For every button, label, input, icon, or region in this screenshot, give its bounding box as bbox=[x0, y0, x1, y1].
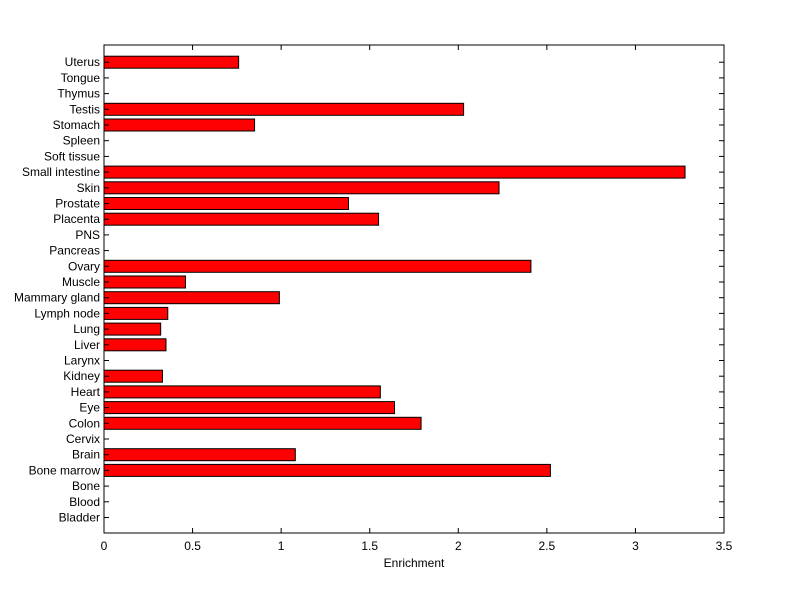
y-tick-label: Thymus bbox=[57, 87, 100, 101]
y-tick-label: Tongue bbox=[61, 71, 101, 85]
y-tick-label: Spleen bbox=[63, 134, 100, 148]
bar bbox=[103, 448, 296, 462]
y-tick-label: Blood bbox=[69, 495, 100, 509]
bar bbox=[103, 338, 167, 352]
bar bbox=[103, 181, 500, 195]
bar bbox=[103, 463, 551, 477]
x-tick-label: 0 bbox=[101, 539, 108, 553]
y-tick-label: Eye bbox=[79, 401, 100, 415]
y-tick-label: Kidney bbox=[63, 369, 100, 383]
plot-frame bbox=[103, 44, 725, 534]
y-tick-label: Cervix bbox=[66, 432, 100, 446]
bar bbox=[103, 275, 186, 289]
x-tick-label: 2 bbox=[455, 539, 462, 553]
y-tick-label: Uterus bbox=[65, 55, 100, 69]
x-tick-label: 3.5 bbox=[716, 539, 733, 553]
x-tick-label: 2.5 bbox=[539, 539, 556, 553]
y-tick-label: Bone bbox=[72, 479, 100, 493]
bar bbox=[103, 212, 380, 226]
x-tick-label: 0.5 bbox=[184, 539, 201, 553]
y-tick-label: Bladder bbox=[59, 511, 100, 525]
y-tick-label: Liver bbox=[74, 338, 100, 352]
bar bbox=[103, 118, 256, 132]
y-tick-label: Mammary gland bbox=[14, 291, 100, 305]
x-tick-label: 1 bbox=[278, 539, 285, 553]
y-tick-label: Stomach bbox=[53, 118, 100, 132]
y-tick-label: Colon bbox=[69, 416, 100, 430]
bar bbox=[103, 385, 381, 399]
x-tick-label: 3 bbox=[632, 539, 639, 553]
y-tick-label: Prostate bbox=[55, 197, 100, 211]
y-tick-label: Heart bbox=[71, 385, 101, 399]
bar bbox=[103, 369, 163, 383]
bar bbox=[103, 416, 422, 430]
bar bbox=[103, 322, 162, 336]
y-tick-label: Brain bbox=[72, 448, 100, 462]
bar bbox=[103, 165, 686, 179]
x-tick-label: 1.5 bbox=[361, 539, 378, 553]
y-tick-label: Bone marrow bbox=[29, 463, 101, 477]
y-tick-label: PNS bbox=[75, 228, 100, 242]
bar bbox=[103, 291, 280, 305]
y-tick-label: Soft tissue bbox=[44, 149, 100, 163]
bar bbox=[103, 401, 396, 415]
y-tick-label: Lung bbox=[73, 322, 100, 336]
bar bbox=[103, 259, 532, 273]
y-tick-label: Lymph node bbox=[34, 306, 100, 320]
y-tick-label: Larynx bbox=[64, 354, 100, 368]
bar bbox=[103, 306, 169, 320]
y-tick-label: Skin bbox=[77, 181, 100, 195]
x-axis-title: Enrichment bbox=[384, 556, 445, 570]
y-tick-label: Small intestine bbox=[22, 165, 100, 179]
bar bbox=[103, 197, 349, 210]
y-tick-label: Muscle bbox=[62, 275, 100, 289]
bar bbox=[103, 55, 240, 69]
y-tick-label: Ovary bbox=[68, 259, 100, 273]
bar bbox=[103, 102, 465, 116]
y-tick-label: Testis bbox=[69, 102, 100, 116]
x-ticks-group: 0 0.5 1 1.5 2 2.5 3 3.5 bbox=[101, 45, 733, 553]
y-tick-label: Pancreas bbox=[49, 244, 100, 258]
y-tick-label: Placenta bbox=[53, 212, 100, 226]
